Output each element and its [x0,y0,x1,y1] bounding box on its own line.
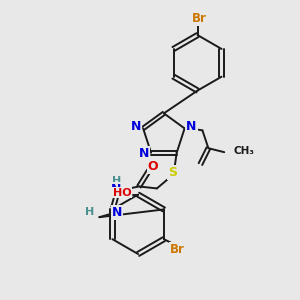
Text: Br: Br [170,243,185,256]
Text: N: N [139,147,149,160]
Text: N: N [111,183,122,196]
Text: O: O [148,160,158,173]
Text: N: N [131,120,141,133]
Text: H: H [85,207,94,217]
Text: Br: Br [192,12,207,25]
Text: N: N [186,120,197,133]
Text: CH₃: CH₃ [233,146,254,156]
Text: HO: HO [113,188,132,198]
Text: H: H [112,176,121,185]
Text: S: S [168,166,177,179]
Text: N: N [112,206,122,219]
